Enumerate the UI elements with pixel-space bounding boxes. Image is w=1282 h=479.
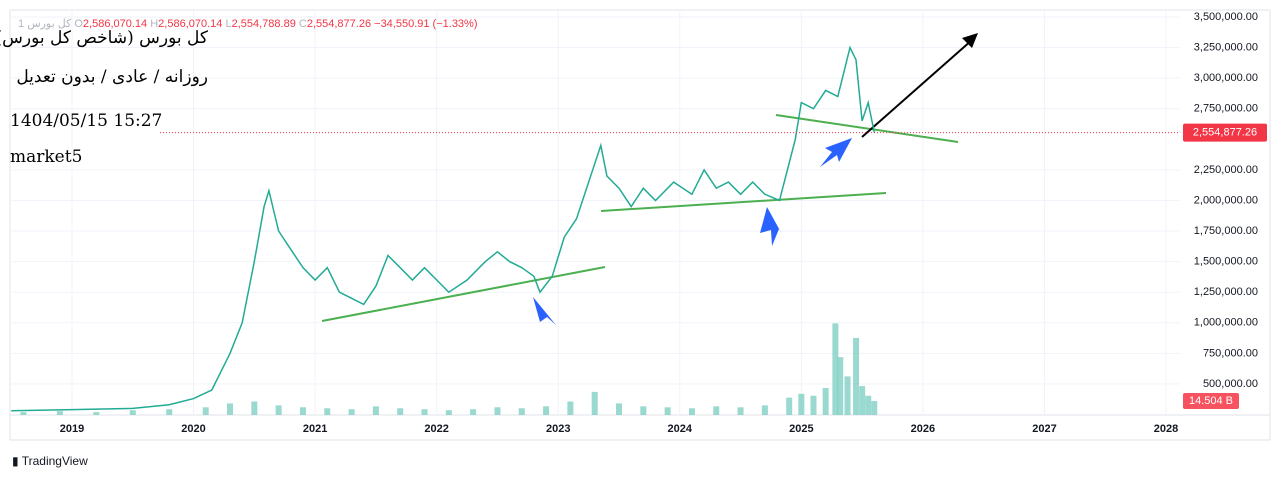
arrow-head <box>962 33 978 48</box>
x-tick-label: 2027 <box>1032 423 1056 435</box>
x-tick-label: 2021 <box>303 423 327 435</box>
close: 2,554,877.26 <box>306 18 372 30</box>
overlay-datetime: 1404/05/15 15:27 <box>10 111 163 131</box>
arrow <box>861 39 973 138</box>
volume-bar <box>837 357 844 415</box>
brand-text: TradingView <box>21 454 88 468</box>
volume-bar <box>494 407 501 415</box>
volume-bar <box>822 388 829 415</box>
volume-bar <box>348 409 355 415</box>
volume-bar <box>56 411 63 415</box>
y-tick-label: 500,000.00 <box>1203 378 1258 390</box>
volume-bar <box>275 405 282 415</box>
volume-bar <box>810 395 817 415</box>
label: H <box>150 18 159 30</box>
low: 2,554,788.89 <box>231 18 296 30</box>
price-label: 2,554,877.26 <box>1193 126 1257 138</box>
volume-bar <box>865 395 872 415</box>
volume-bar <box>871 401 878 415</box>
y-tick-label: 3,250,000.00 <box>1194 41 1258 53</box>
frame <box>9 9 1271 441</box>
y-tick-label: 2,250,000.00 <box>1194 164 1258 176</box>
label: C <box>298 18 307 30</box>
x-tick-label: 2025 <box>789 423 813 435</box>
volume-bar <box>798 393 805 415</box>
volume-bar <box>299 407 306 415</box>
trendline <box>775 114 959 143</box>
x-tick-label: 2022 <box>424 423 448 435</box>
volume-bar <box>713 406 720 415</box>
arrow-marker <box>760 207 783 246</box>
volume-bar <box>445 410 452 415</box>
volume-bar <box>93 412 100 415</box>
y-tick-label: 2,750,000.00 <box>1194 103 1258 115</box>
volume-bar <box>470 409 477 415</box>
y-tick-label: 2,000,000.00 <box>1194 194 1258 206</box>
ohlc-header: 1 کل بورس O2,586,070.14 H2,586,070.14 L2… <box>18 17 478 30</box>
arrow-marker <box>533 297 556 325</box>
label: O <box>74 18 83 30</box>
volume-label: 14.504 B <box>1189 395 1233 407</box>
x-tick-label: 2019 <box>60 423 84 435</box>
volume-bar <box>616 403 623 415</box>
x-tick-label: 2020 <box>181 423 205 435</box>
volume-bar <box>640 406 647 415</box>
volume-bar <box>737 407 744 415</box>
open: 2,586,070.14 <box>82 18 148 30</box>
x-tick-label: 2023 <box>546 423 570 435</box>
price-line <box>11 45 876 412</box>
x-tick-label: 2026 <box>911 423 935 435</box>
label: L <box>225 18 232 30</box>
volume-bar <box>202 407 209 415</box>
volume-bar <box>20 412 27 415</box>
symbol: 1 کل بورس <box>18 18 72 30</box>
x-tick-label: 2028 <box>1154 423 1178 435</box>
volume-bar <box>518 408 525 415</box>
volume-bar <box>688 408 695 415</box>
x-tick-label: 2024 <box>668 423 693 435</box>
y-tick-label: 750,000.00 <box>1203 347 1258 359</box>
volume-bar <box>251 401 258 415</box>
volume-bar <box>664 407 671 415</box>
overlay-title: کل بورس (شاخص کل بورس) <box>0 28 208 48</box>
volume-bar <box>324 408 331 415</box>
y-tick-label: 1,000,000.00 <box>1194 317 1258 329</box>
overlay-source: market5 <box>10 147 83 167</box>
volume-label-box <box>1183 393 1239 410</box>
y-tick-label: 3,500,000.00 <box>1194 11 1258 23</box>
price-label-box <box>1183 123 1267 142</box>
volume-bar <box>591 391 598 415</box>
brand: ▮ TradingView <box>12 454 88 468</box>
volume-bar <box>567 401 574 415</box>
y-tick-label: 1,500,000.00 <box>1194 256 1258 268</box>
trendline <box>600 192 887 212</box>
volume-bar <box>129 410 136 415</box>
volume-bar <box>372 406 379 415</box>
high: 2,586,070.14 <box>158 18 223 30</box>
volume-bar <box>397 408 404 415</box>
volume-bar <box>761 405 768 415</box>
volume-bar <box>844 376 851 415</box>
volume-bar <box>543 406 550 415</box>
volume-bar <box>227 403 234 415</box>
y-tick-label: 1,750,000.00 <box>1194 225 1258 237</box>
volume-bar <box>786 397 793 415</box>
volume-bar <box>853 337 860 415</box>
volume-bar <box>166 409 173 415</box>
trendline <box>321 266 606 322</box>
y-tick-label: 1,250,000.00 <box>1194 286 1258 298</box>
overlay-subtitle: روزانه / عادی / بدون تعدیل <box>16 67 208 87</box>
volume-bar <box>859 386 866 415</box>
y-tick-label: 3,000,000.00 <box>1194 72 1258 84</box>
arrow-marker <box>820 138 852 167</box>
volume-bar <box>832 323 839 415</box>
volume-bar <box>421 409 428 415</box>
change: −34,550.91 (−1.33%) <box>374 18 478 30</box>
